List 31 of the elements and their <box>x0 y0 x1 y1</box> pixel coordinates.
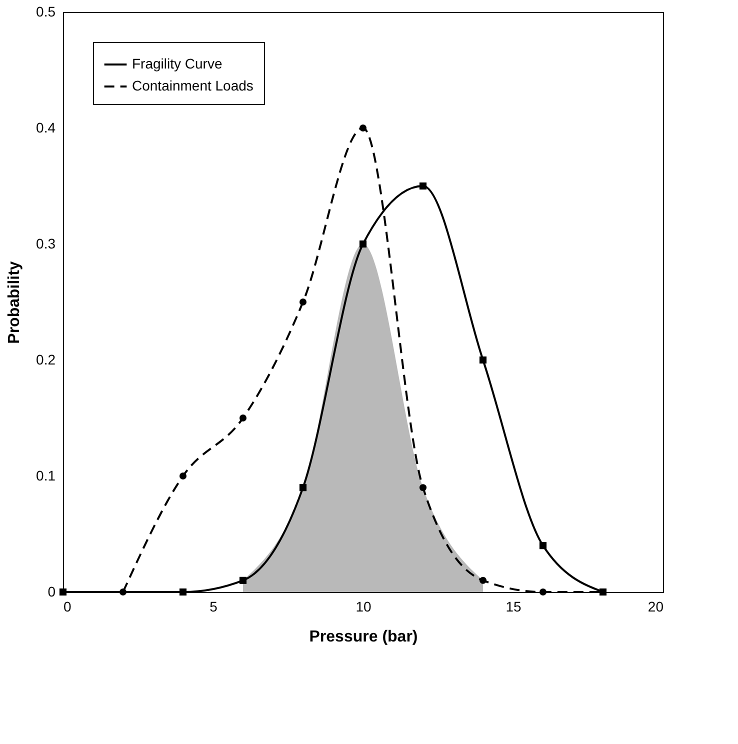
x-tick-label: 5 <box>210 598 218 614</box>
x-tick-label: 20 <box>648 598 664 614</box>
y-tick-label: 0.3 <box>36 236 56 252</box>
x-tick-label: 10 <box>356 598 372 614</box>
point <box>299 484 307 492</box>
x-axis-title: Pressure (bar) <box>309 628 418 646</box>
y-tick-label: 0.2 <box>36 352 56 368</box>
point <box>479 356 487 364</box>
y-tick-label: 0 <box>48 584 56 600</box>
x-tick-label: 15 <box>506 598 522 614</box>
point <box>419 182 427 190</box>
y-tick-label: 0.1 <box>36 468 56 484</box>
point <box>119 588 127 596</box>
point <box>539 588 547 596</box>
y-tick-label: 0.4 <box>36 120 56 136</box>
point <box>299 298 307 306</box>
point <box>359 124 367 132</box>
point <box>239 414 247 422</box>
point <box>539 542 547 550</box>
point <box>419 484 427 492</box>
legend-label: Fragility Curve <box>132 56 222 72</box>
point <box>179 588 187 596</box>
point <box>239 576 247 584</box>
x-tick-label: 0 <box>64 598 72 614</box>
y-axis-title: Probability <box>6 261 24 344</box>
legend-label: Containment Loads <box>132 78 254 94</box>
point <box>479 576 487 584</box>
point <box>59 588 67 596</box>
point <box>179 472 187 480</box>
point <box>359 240 367 248</box>
y-tick-label: 0.5 <box>36 4 56 20</box>
